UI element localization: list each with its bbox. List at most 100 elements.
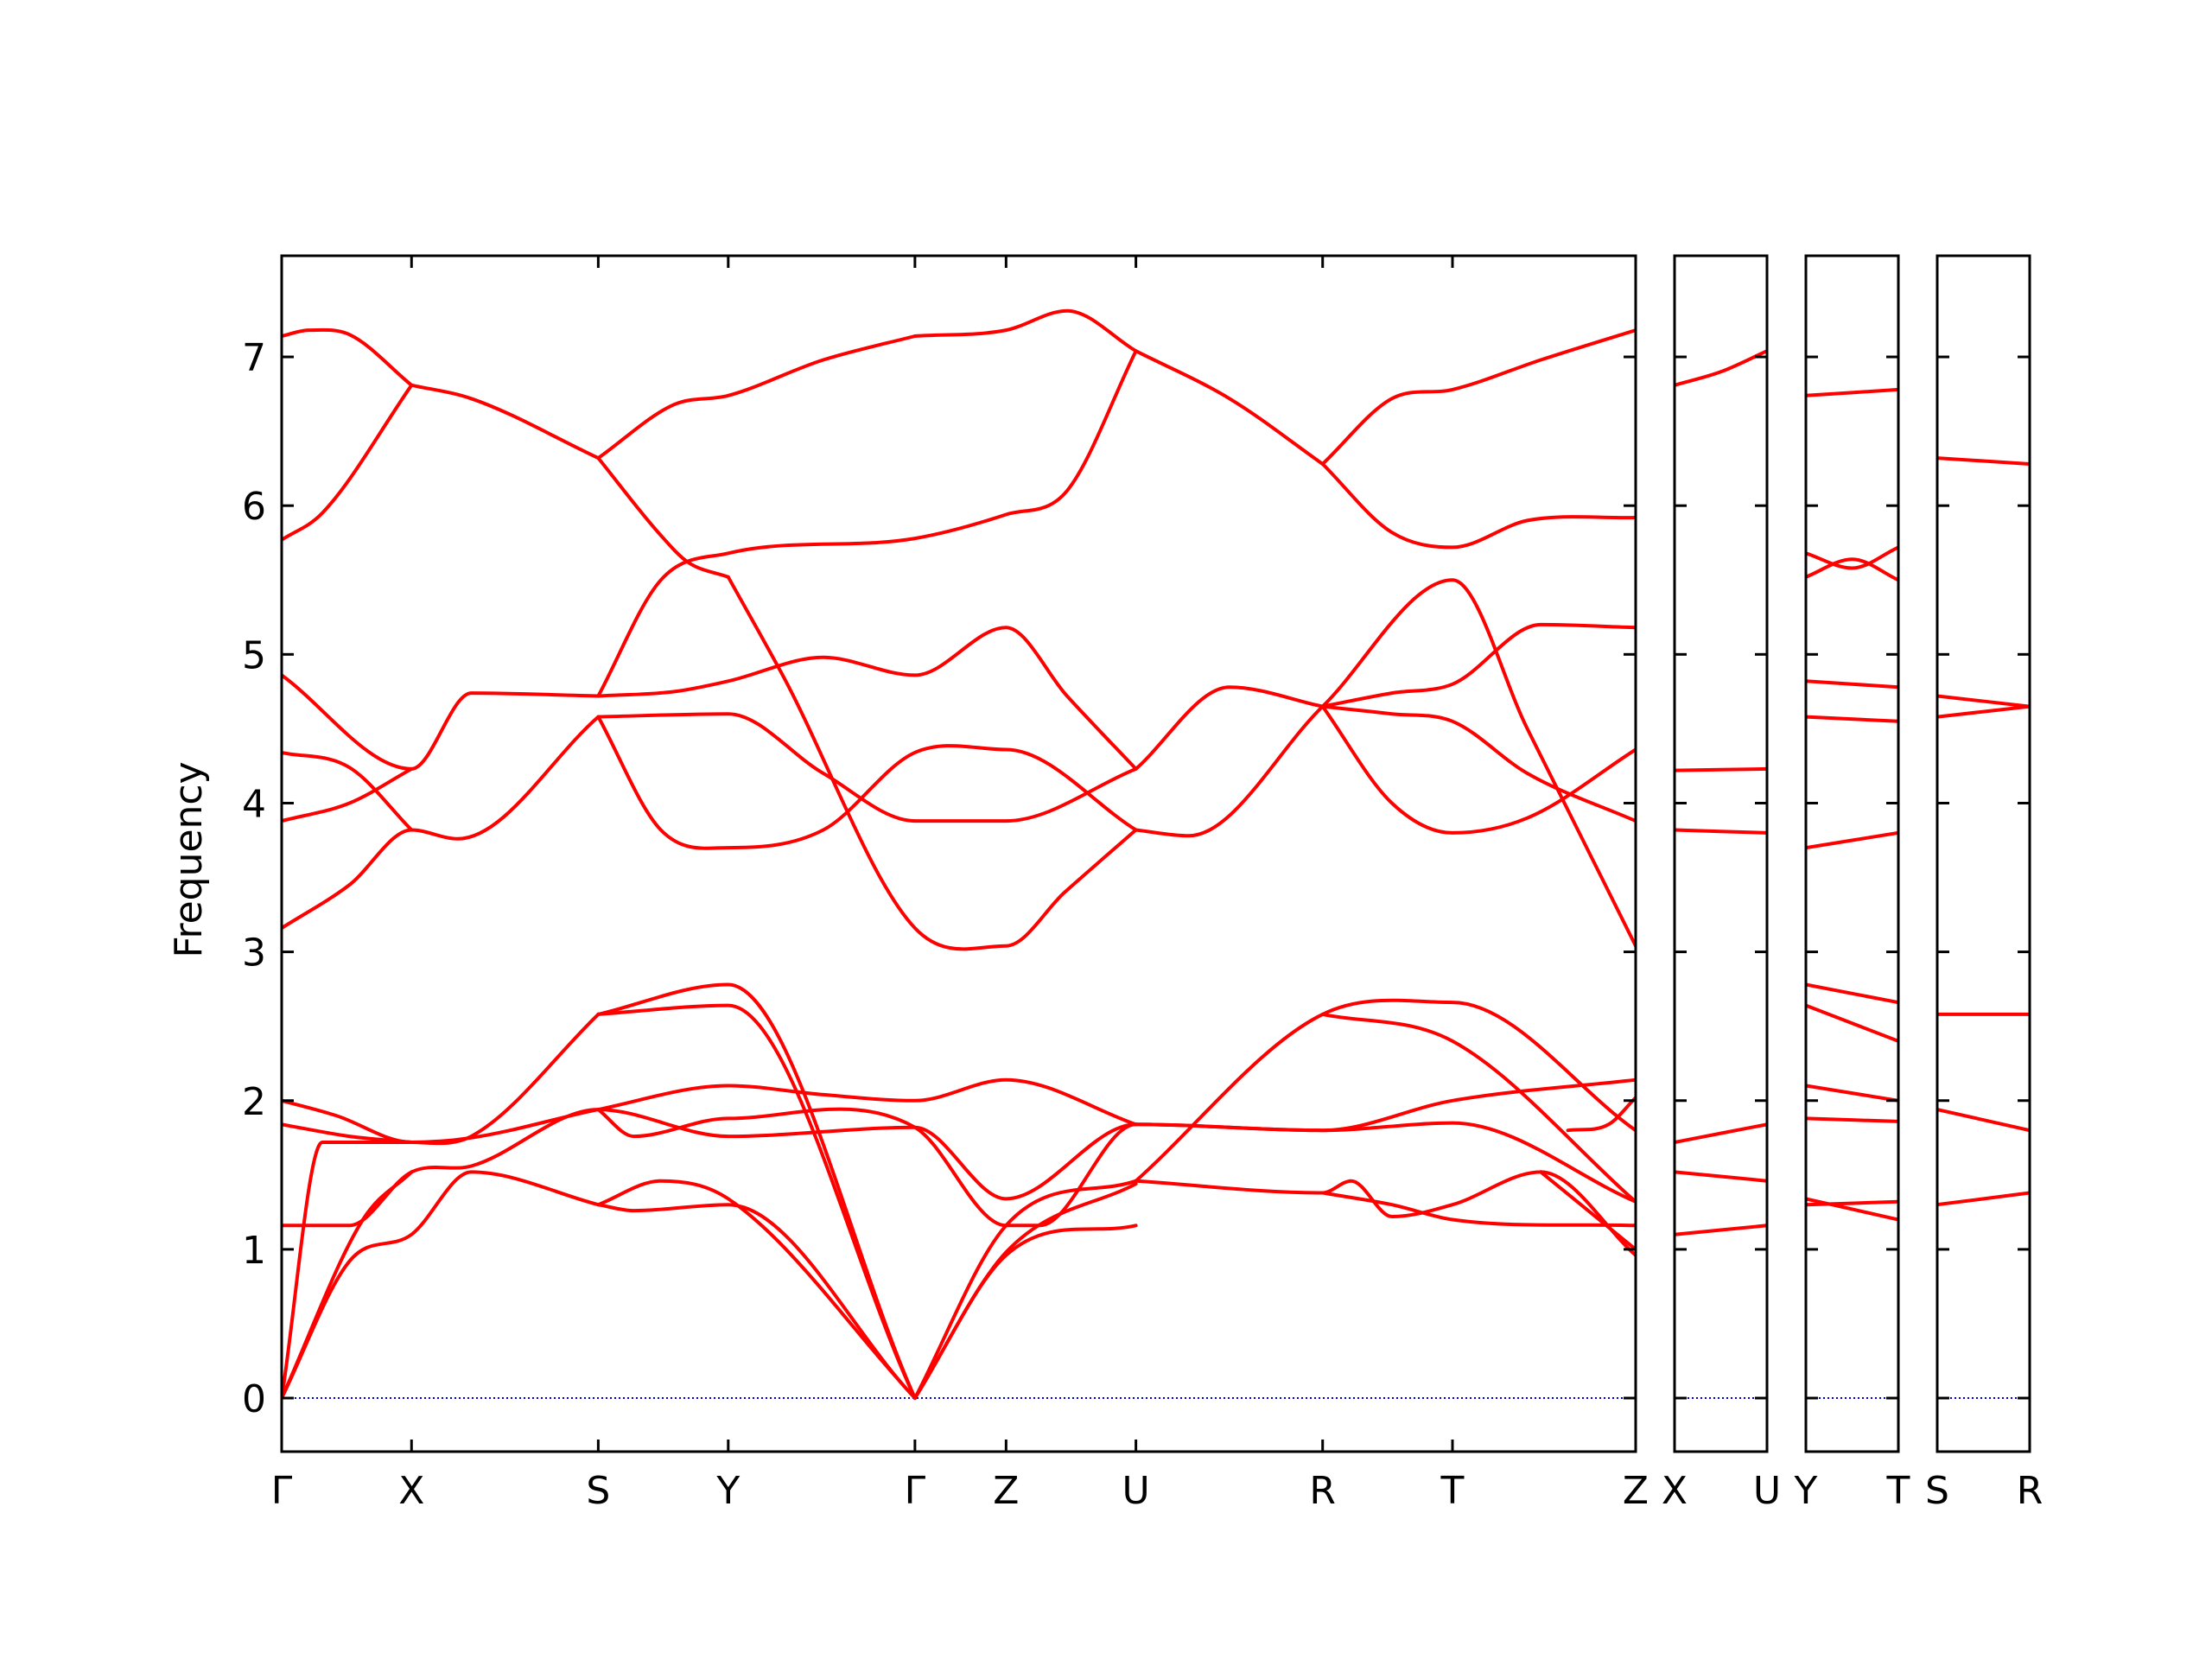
phonon-band-line: [1806, 715, 1898, 723]
x-tick-label: Γ: [905, 1469, 926, 1513]
phonon-band-line: [282, 1077, 1636, 1228]
phonon-band-line: [596, 1179, 917, 1400]
phonon-band-line: [1320, 578, 1636, 948]
phonon-band-line: [1134, 349, 1325, 466]
phonon-band-line: [1806, 982, 1898, 1005]
phonon-band-line: [596, 1107, 1636, 1228]
phonon-band-line: [282, 1170, 414, 1400]
phonon-band-line: [1320, 328, 1636, 466]
x-tick-label: Z: [1623, 1469, 1649, 1513]
phonon-band-line: [596, 982, 917, 1400]
phonon-band-line: [912, 1179, 1138, 1400]
phonon-band-line: [282, 750, 414, 832]
phonon-band-line: [1675, 1224, 1767, 1236]
phonon-band-line: [1675, 1170, 1767, 1183]
phonon-band-line: [282, 327, 414, 387]
phonon-band-line: [1675, 349, 1767, 387]
x-tick-label: S: [1925, 1469, 1949, 1513]
y-tick-label: 3: [242, 931, 266, 976]
phonon-band-line: [1806, 1197, 1898, 1222]
phonon-band-line: [596, 1203, 917, 1400]
x-tick-label: X: [398, 1469, 424, 1513]
panel-frame: [1673, 254, 1769, 1453]
y-tick-label: 2: [242, 1080, 266, 1124]
phonon-band-line: [1320, 1012, 1636, 1204]
y-tick-label: 5: [242, 633, 266, 677]
phonon-band-line: [1320, 622, 1636, 709]
phonon-band-line: [282, 1170, 601, 1400]
phonon-band-line: [282, 715, 601, 931]
phonon-band-line: [410, 383, 601, 461]
phonon-band-line: [1566, 1096, 1636, 1133]
phonon-band-line: [282, 673, 601, 771]
x-tick-label: X: [1662, 1469, 1688, 1513]
phonon-band-line: [1806, 387, 1898, 397]
phonon-band-line: [1320, 1191, 1636, 1228]
y-tick-label: 0: [242, 1377, 266, 1421]
panel-frame: [1804, 254, 1900, 1453]
x-tick-label: R: [2017, 1469, 2044, 1513]
phonon-band-line: [912, 1224, 1138, 1400]
phonon-band-line: [1320, 704, 1636, 835]
y-tick-label: 7: [242, 336, 266, 380]
y-tick-label: 6: [242, 485, 266, 529]
phonon-band-line: [282, 1012, 601, 1400]
phonon-band-line: [1806, 1003, 1898, 1043]
phonon-band-line: [1539, 1170, 1636, 1251]
phonon-band-line: [1937, 694, 2030, 709]
x-tick-label: T: [1440, 1469, 1465, 1513]
panel-frame: [1936, 254, 2031, 1453]
phonon-band-line: [1806, 679, 1898, 690]
phonon-band-line: [282, 383, 414, 542]
y-tick-label: 4: [242, 782, 266, 826]
phonon-band-line: [596, 334, 917, 461]
phonon-band-line: [596, 456, 730, 579]
x-tick-label: Y: [1794, 1469, 1818, 1513]
phonon-band-line: [1320, 462, 1636, 550]
x-tick-label: Y: [715, 1469, 740, 1513]
phonon-band-line: [1806, 545, 1898, 570]
phonon-band-line: [912, 308, 1138, 353]
band-group: [1937, 456, 2030, 1207]
phonon-band-line: [1937, 456, 2030, 466]
phonon-band-line: [282, 1122, 414, 1144]
x-tick-label: R: [1309, 1469, 1336, 1513]
phonon-band-line: [1134, 685, 1325, 771]
band-group: [282, 308, 1636, 1400]
phonon-band-line: [596, 712, 1138, 823]
phonon-band-line: [1937, 704, 2030, 719]
x-tick-label: Z: [993, 1469, 1019, 1513]
phonon-band-line: [1134, 704, 1325, 838]
phonon-band-line: [596, 626, 1138, 771]
x-tick-label: S: [586, 1469, 610, 1513]
x-tick-label: U: [1753, 1469, 1781, 1513]
phonon-band-line: [282, 766, 414, 823]
band-group: [1675, 349, 1767, 1236]
phonon-band-line: [1937, 1191, 2030, 1207]
phonon-band-line: [1806, 557, 1898, 582]
phonon-band-line: [1806, 1116, 1898, 1123]
panel-frame: [280, 254, 1637, 1453]
phonon-band-line: [1675, 766, 1767, 772]
phonon-band-line: [596, 715, 1138, 850]
phonon-band-line: [1806, 830, 1898, 850]
phonon-band-line: [912, 1182, 1138, 1400]
panel-1: 0 1 2 3 4 5 6 7 Γ X S Y Γ Z U R T Z: [242, 254, 1649, 1513]
phonon-band-line: [596, 1003, 917, 1400]
phonon-band-line: [726, 575, 1138, 951]
band-group: [1806, 387, 1898, 1222]
y-tick-label: 1: [242, 1229, 266, 1273]
x-tick-label: U: [1122, 1469, 1150, 1513]
phonon-band-line: [1806, 1084, 1898, 1103]
phonon-band-line: [1806, 1199, 1898, 1207]
phonon-band-line: [1320, 704, 1636, 823]
y-axis-label: Frequency: [167, 761, 211, 957]
phonon-band-line: [282, 1077, 1138, 1144]
x-tick-label: T: [1886, 1469, 1910, 1513]
phonon-band-line: [596, 349, 1138, 698]
phonon-band-line: [1134, 998, 1636, 1183]
phonon-band-line: [1675, 828, 1767, 835]
